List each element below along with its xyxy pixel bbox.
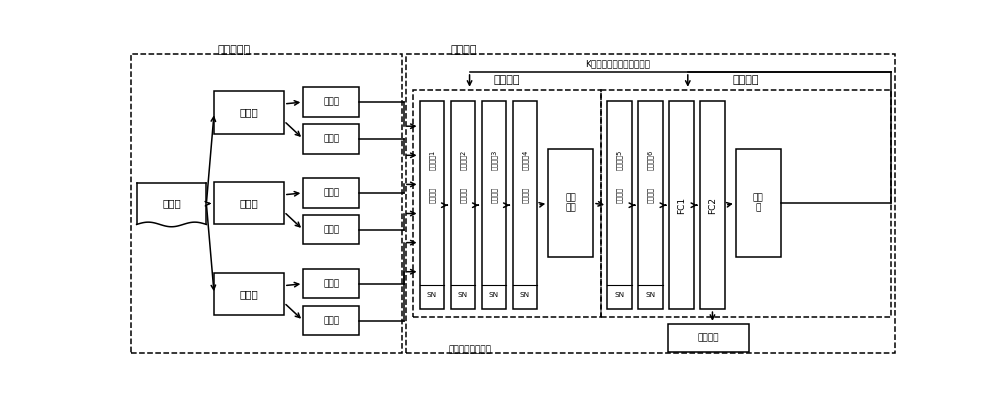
Bar: [548, 149, 593, 257]
Text: 卷积池化: 卷积池化: [647, 187, 654, 203]
Text: 滤波层次1: 滤波层次1: [429, 149, 435, 170]
Text: 分类得分: 分类得分: [698, 333, 719, 342]
Text: 训练网络: 训练网络: [450, 45, 477, 55]
Text: SN: SN: [520, 292, 530, 298]
Bar: [303, 269, 359, 298]
Bar: [303, 124, 359, 154]
Bar: [607, 101, 632, 309]
Bar: [420, 101, 444, 309]
Text: FC1: FC1: [677, 196, 686, 214]
Text: SN: SN: [645, 292, 656, 298]
Bar: [669, 101, 694, 309]
Bar: [601, 90, 891, 317]
Bar: [303, 215, 359, 245]
Bar: [413, 90, 601, 317]
Bar: [406, 54, 895, 353]
Bar: [303, 87, 359, 117]
Text: 关系编码: 关系编码: [733, 75, 759, 85]
Bar: [668, 324, 749, 352]
Bar: [214, 182, 284, 225]
Text: 样本集: 样本集: [323, 188, 339, 197]
Text: 训练集: 训练集: [240, 107, 258, 117]
Text: 测试集: 测试集: [240, 289, 258, 299]
Text: SN: SN: [614, 292, 625, 298]
Bar: [131, 54, 402, 353]
Text: 样本集: 样本集: [323, 97, 339, 107]
Bar: [512, 101, 537, 309]
Text: 卷积池化: 卷积池化: [522, 187, 528, 203]
Bar: [303, 306, 359, 335]
Bar: [482, 101, 506, 309]
Bar: [214, 273, 284, 315]
Text: K次迭代反向调节网络权值: K次迭代反向调节网络权值: [585, 60, 650, 69]
Text: 数据集: 数据集: [162, 198, 181, 209]
Text: 查询集: 查询集: [323, 134, 339, 144]
Bar: [450, 101, 475, 309]
Text: 滤波层次4: 滤波层次4: [522, 149, 528, 170]
Text: 滤波层次2: 滤波层次2: [460, 149, 466, 170]
Text: 测试网络分类结果: 测试网络分类结果: [448, 345, 491, 354]
Text: SN: SN: [458, 292, 468, 298]
Text: SN: SN: [427, 292, 437, 298]
Bar: [736, 149, 781, 257]
Text: 验证集: 验证集: [240, 198, 258, 208]
Text: FC2: FC2: [708, 197, 717, 214]
Text: 查询集: 查询集: [323, 225, 339, 234]
Bar: [303, 178, 359, 207]
Text: 特征编码: 特征编码: [494, 75, 520, 85]
Text: 卷积池化: 卷积池化: [429, 187, 435, 203]
Text: 卷积池化: 卷积池化: [460, 187, 466, 203]
Bar: [638, 101, 663, 309]
Text: 卷积池化: 卷积池化: [491, 187, 497, 203]
Text: 滤波层次3: 滤波层次3: [491, 149, 497, 170]
Text: 查询集: 查询集: [323, 316, 339, 325]
Text: SN: SN: [489, 292, 499, 298]
Text: 滤波层次5: 滤波层次5: [616, 149, 623, 170]
Bar: [214, 91, 284, 134]
Text: 特征
组合: 特征 组合: [565, 193, 576, 213]
Text: 数据预处理: 数据预处理: [218, 45, 251, 55]
Text: 样本集: 样本集: [323, 279, 339, 288]
Text: 损失
值: 损失 值: [753, 193, 764, 213]
Text: 卷积池化: 卷积池化: [616, 187, 623, 203]
Text: 滤波层次6: 滤波层次6: [647, 149, 654, 170]
Bar: [700, 101, 725, 309]
